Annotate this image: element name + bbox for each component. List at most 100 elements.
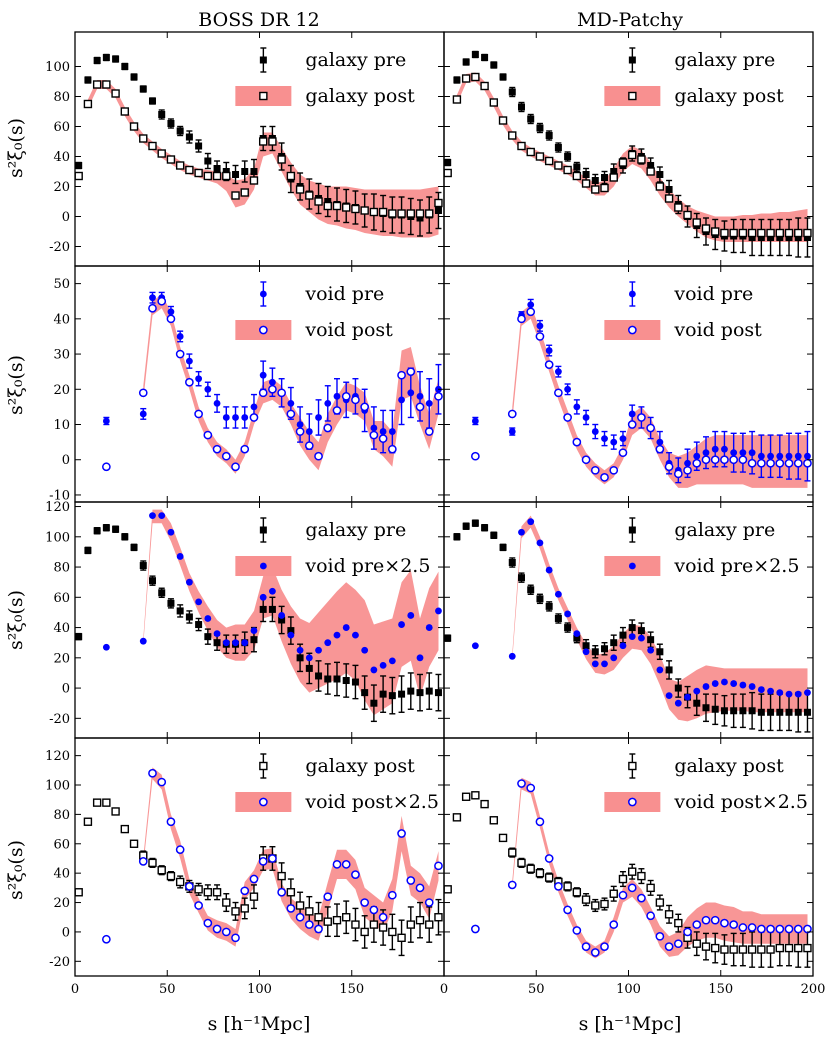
point-void-post-2-5: [102, 934, 111, 944]
point-galaxy-post: [342, 203, 351, 212]
point-void-pre: [176, 333, 184, 340]
point-galaxy-pre: [379, 690, 387, 698]
point-void-pre: [785, 452, 793, 460]
point-galaxy-pre: [767, 708, 775, 716]
point-void-pre-2-5: [416, 654, 424, 662]
panel-row3-left: -20 0 20 40 60 80 100 120 galaxy pre void pre×2.5: [45, 500, 445, 739]
point-void-post-2-5: [683, 927, 692, 937]
x-tick-label: 0: [440, 982, 448, 997]
point-galaxy-post: [535, 868, 545, 878]
point-galaxy-post: [157, 149, 166, 158]
point-void-post-2-5: [249, 874, 259, 884]
point-void-post-2-5: [729, 920, 739, 929]
legend-marker: [259, 526, 267, 534]
plot-area: [444, 50, 812, 258]
point-void-pre: [794, 452, 802, 460]
point-void-post: [507, 409, 517, 419]
point-galaxy-post: [711, 227, 720, 236]
point-galaxy-pre: [776, 708, 784, 716]
point-void-post: [194, 409, 203, 419]
point-void-post: [424, 427, 434, 436]
point-galaxy-pre: [545, 602, 553, 610]
point-void-pre-2-5: [582, 648, 590, 656]
point-galaxy-post: [240, 188, 249, 197]
point-void-pre: [545, 347, 553, 354]
point-void-post: [102, 462, 111, 472]
point-galaxy-post: [332, 201, 342, 211]
point-galaxy-post: [757, 945, 766, 954]
point-galaxy-post: [388, 927, 397, 937]
point-galaxy-post: [378, 207, 388, 217]
legend-label: void post×2.5: [673, 791, 808, 813]
point-void-pre-2-5: [711, 680, 719, 687]
point-void-post: [166, 314, 176, 324]
y-tick-label: 60: [53, 591, 70, 606]
point-galaxy-pre: [112, 55, 120, 63]
point-void-post: [258, 388, 268, 398]
point-void-pre: [269, 378, 276, 386]
point-void-post-2-5: [544, 854, 554, 863]
point-void-pre-2-5: [564, 610, 572, 618]
point-void-pre-2-5: [222, 639, 230, 647]
point-galaxy-pre: [416, 689, 424, 697]
x-tick-label: 150: [708, 982, 733, 997]
point-galaxy-pre: [481, 54, 489, 61]
point-galaxy-pre: [204, 157, 212, 165]
point-void-pre: [527, 301, 535, 309]
point-void-post-2-5: [701, 915, 711, 925]
point-galaxy-pre: [748, 234, 756, 241]
point-galaxy-pre: [333, 675, 341, 683]
point-galaxy-post: [203, 171, 213, 181]
point-void-post-2-5: [526, 783, 536, 793]
point-galaxy-pre: [324, 198, 332, 205]
point-void-pre: [416, 392, 424, 400]
point-galaxy-post: [581, 179, 591, 188]
legend-label: galaxy pre: [674, 49, 775, 71]
point-galaxy-post: [369, 920, 379, 929]
point-galaxy-post: [452, 95, 462, 104]
point-galaxy-pre: [545, 132, 553, 139]
band-void-pre-2-5-band: [143, 509, 439, 716]
point-void-post: [701, 455, 711, 465]
point-galaxy-pre: [767, 234, 775, 241]
point-galaxy-post: [729, 945, 738, 954]
point-void-pre: [804, 452, 811, 460]
point-void-pre: [536, 322, 544, 330]
point-void-post-2-5: [747, 923, 757, 932]
point-galaxy-post: [102, 798, 111, 807]
point-void-post: [471, 451, 480, 461]
y-tick-label: 0: [62, 682, 70, 697]
point-void-post: [673, 469, 683, 479]
point-void-pre-2-5: [315, 646, 322, 654]
point-void-pre: [721, 445, 728, 453]
point-void-post-2-5: [784, 924, 794, 934]
point-void-post-2-5: [581, 942, 591, 951]
point-void-pre-2-5: [610, 654, 618, 662]
point-galaxy-pre: [361, 689, 369, 697]
point-galaxy-pre: [711, 705, 719, 713]
point-galaxy-pre: [453, 533, 461, 541]
point-void-pre: [167, 308, 175, 316]
point-void-post: [277, 388, 286, 398]
point-void-post-2-5: [424, 898, 434, 907]
point-galaxy-post: [794, 943, 803, 953]
point-void-post-2-5: [212, 924, 222, 934]
point-void-pre-2-5: [176, 553, 184, 560]
point-void-pre-2-5: [767, 687, 774, 695]
point-galaxy-post: [544, 156, 554, 166]
point-galaxy-pre: [84, 76, 92, 84]
point-void-post-2-5: [240, 886, 250, 896]
point-galaxy-pre: [222, 168, 230, 175]
point-galaxy-post: [175, 877, 185, 887]
point-galaxy-pre: [453, 76, 461, 84]
point-galaxy-post: [609, 889, 618, 898]
point-void-post: [369, 430, 379, 440]
point-galaxy-post: [720, 228, 729, 238]
point-galaxy-pre: [130, 543, 138, 551]
point-void-pre: [185, 357, 193, 365]
point-galaxy-pre: [407, 687, 415, 695]
point-void-post-2-5: [775, 924, 785, 934]
point-galaxy-pre: [471, 519, 479, 527]
point-galaxy-post: [286, 171, 296, 181]
